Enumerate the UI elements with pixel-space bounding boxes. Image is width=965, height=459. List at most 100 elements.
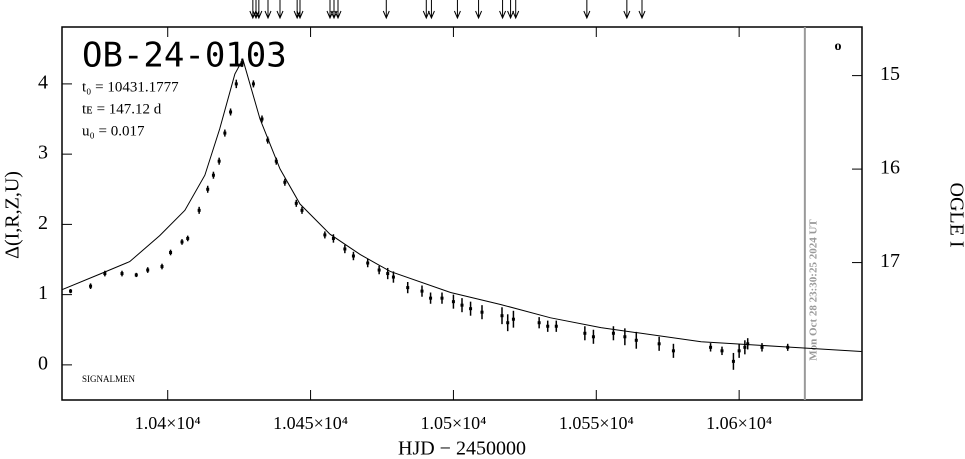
parameter: u₀ = 0.017 (82, 123, 145, 139)
data-point (737, 349, 741, 353)
y-tick-label: 3 (38, 142, 48, 164)
data-point (480, 310, 484, 314)
data-point (234, 82, 238, 86)
data-point (420, 289, 424, 293)
y2-tick-label: 17 (880, 250, 900, 272)
data-point (657, 342, 661, 346)
data-point (283, 180, 287, 184)
arrow (422, 0, 430, 20)
data-point (500, 314, 504, 318)
data-point (429, 296, 433, 300)
data-point (786, 345, 790, 349)
parameter: t₀ = 10431.1777 (82, 79, 179, 95)
data-point (206, 187, 210, 191)
data-point (103, 272, 107, 276)
arrow (255, 0, 263, 20)
data-point (343, 247, 347, 251)
arrow (334, 0, 342, 20)
data-point (623, 335, 627, 339)
data-point (511, 317, 515, 321)
data-point (169, 250, 173, 254)
data-point (611, 331, 615, 335)
data-point (120, 272, 124, 276)
data-point (451, 300, 455, 304)
x-tick-label: 1.04×10⁴ (135, 413, 201, 433)
arrow (326, 0, 334, 20)
data-point (460, 303, 464, 307)
data-point (391, 275, 395, 279)
data-point (746, 342, 750, 346)
x-tick-label: 1.045×10⁴ (273, 413, 348, 433)
data-point (229, 110, 233, 114)
data-point (134, 273, 138, 277)
data-point (583, 331, 587, 335)
chart-title: OB-24-0103 (82, 36, 287, 76)
y-axis-label: Δ(I,R,Z,U) (2, 171, 24, 259)
data-point (160, 265, 164, 269)
y-tick-label: 4 (38, 71, 48, 93)
data-point (743, 345, 747, 349)
y2-axis-label: OGLE I (945, 183, 965, 248)
arrow (499, 0, 507, 20)
data-point (251, 82, 255, 86)
corner-symbol: o (835, 39, 842, 54)
data-point (186, 236, 190, 240)
x-tick-label: 1.06×10⁴ (706, 413, 772, 433)
data-point (146, 268, 150, 272)
parameter: tᴇ = 147.12 d (82, 101, 162, 117)
data-point (323, 233, 327, 237)
arrow (330, 0, 338, 20)
data-point (537, 321, 541, 325)
data-point (240, 61, 244, 65)
arrow (507, 0, 515, 20)
data-point (89, 284, 93, 288)
y-tick-label: 1 (38, 282, 48, 304)
data-point (377, 268, 381, 272)
data-point (406, 286, 410, 290)
arrow (638, 0, 646, 20)
arrow (583, 0, 591, 20)
plot-frame (61, 26, 863, 401)
arrow (623, 0, 631, 20)
data-point (217, 159, 221, 163)
data-point (69, 289, 73, 293)
y2-tick-label: 15 (880, 63, 900, 85)
data-point (731, 359, 735, 363)
data-point (223, 131, 227, 135)
x-tick-label: 1.05×10⁴ (420, 413, 486, 433)
data-point (294, 201, 298, 205)
data-point (274, 159, 278, 163)
data-point (554, 324, 558, 328)
arrow (296, 0, 304, 20)
y2-tick-label: 16 (880, 157, 900, 179)
data-point (469, 307, 473, 311)
data-point (760, 345, 764, 349)
arrow (382, 0, 390, 20)
arrow (252, 0, 260, 20)
data-point (260, 117, 264, 121)
x-tick-label: 1.055×10⁴ (559, 413, 634, 433)
arrow (512, 0, 520, 20)
data-point (211, 173, 215, 177)
data-point (709, 345, 713, 349)
arrow (427, 0, 435, 20)
data-point (300, 208, 304, 212)
data-point (720, 349, 724, 353)
arrow (453, 0, 461, 20)
data-point (591, 335, 595, 339)
data-point (197, 208, 201, 212)
y-tick-label: 2 (38, 212, 48, 234)
model-curve (61, 57, 862, 353)
data-point (331, 236, 335, 240)
data-point (671, 349, 675, 353)
data-point (386, 272, 390, 276)
data-point (506, 321, 510, 325)
arrow (475, 0, 483, 20)
data-point (440, 296, 444, 300)
arrow (293, 0, 301, 20)
data-point (634, 338, 638, 342)
arrow (276, 0, 284, 20)
arrow (249, 0, 257, 20)
